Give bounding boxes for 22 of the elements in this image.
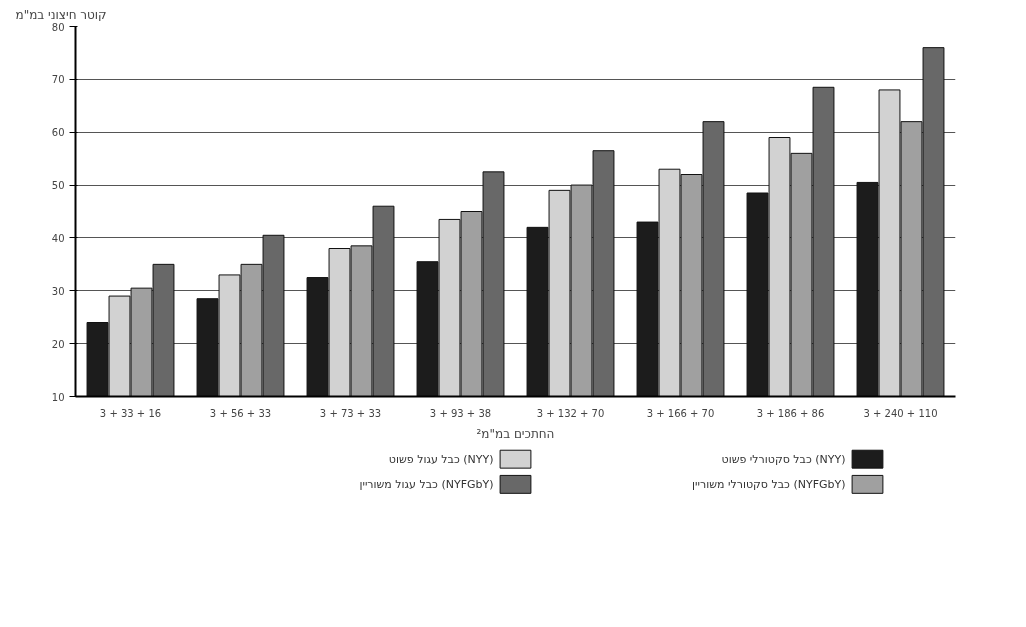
y-tick-label: 30 [51,285,65,297]
y-tick-label: 50 [51,180,65,192]
y-axis-title: קוטר חיצוני במ"מ [15,7,107,22]
legend-label: כבל סקטורלי פשוט (NYY) [721,452,846,466]
legend-label: כבל עגול פשוט (NYY) [388,452,494,466]
x-tick-label: 3 + 166 + 70 [646,407,715,419]
x-tick-label: 3 + 73 + 33 [319,407,382,419]
legend-label: כבל סקטורלי משוריין (NYFGbY) [692,477,846,491]
y-tick-label: 60 [51,127,65,139]
y-tick-label: 20 [51,338,65,350]
y-tick-label: 70 [51,74,65,86]
legend-label: כבל עגול משוריין (NYFGbY) [359,477,494,491]
y-tick-label: 80 [51,21,65,33]
x-tick-label: 3 + 56 + 33 [209,407,272,419]
x-tick-label: 3 + 240 + 110 [863,407,938,419]
y-tick-label: 40 [51,232,65,244]
x-tick-label: 3 + 186 + 86 [756,407,825,419]
x-tick-label: 3 + 93 + 38 [429,407,492,419]
x-tick-label: 3 + 33 + 16 [99,407,162,419]
x-axis-title: החתכים במ"מ² [476,426,555,441]
x-tick-label: 3 + 132 + 70 [536,407,605,419]
y-tick-label: 10 [51,391,65,403]
